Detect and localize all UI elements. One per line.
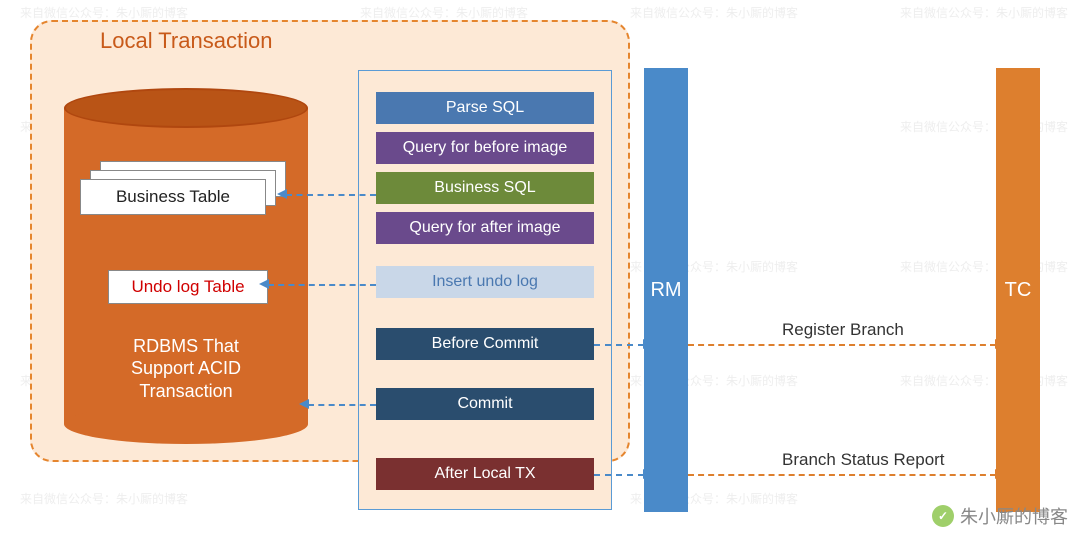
business-table-sheet: Business Table xyxy=(80,179,266,215)
arrow-label: Branch Status Report xyxy=(782,450,945,470)
arrow-label: Register Branch xyxy=(782,320,904,340)
step-before_commit: Before Commit xyxy=(376,328,594,360)
watermark-text: 来自微信公众号：朱小厮的博客 xyxy=(900,4,1068,21)
step-business_sql: Business SQL xyxy=(376,172,594,204)
arrow xyxy=(688,474,996,476)
watermark-text: 来自微信公众号：朱小厮的博客 xyxy=(20,4,188,21)
arrow xyxy=(594,344,644,346)
step-after_local: After Local TX xyxy=(376,458,594,490)
rdbms-caption: RDBMS ThatSupport ACIDTransaction xyxy=(64,335,308,403)
watermark-text: 来自微信公众号：朱小厮的博客 xyxy=(360,4,528,21)
arrow xyxy=(286,194,376,196)
rm-bar: RM xyxy=(644,68,688,512)
step-after_image: Query for after image xyxy=(376,212,594,244)
arrow xyxy=(688,344,996,346)
watermark-text: 来自微信公众号：朱小厮的博客 xyxy=(900,258,1068,275)
step-commit: Commit xyxy=(376,388,594,420)
watermark-text: 来自微信公众号：朱小厮的博客 xyxy=(900,118,1068,135)
rdbms-cylinder: RDBMS ThatSupport ACIDTransaction xyxy=(64,88,308,444)
arrow xyxy=(594,474,644,476)
step-parse: Parse SQL xyxy=(376,92,594,124)
source-badge: ✓ 朱小厮的博客 xyxy=(932,503,1068,529)
tc-bar: TC xyxy=(996,68,1040,512)
undo-log-table: Undo log Table xyxy=(108,270,268,304)
local-transaction-title: Local Transaction xyxy=(100,28,272,54)
watermark-text: 来自微信公众号：朱小厮的博客 xyxy=(20,490,188,507)
step-insert_undo: Insert undo log xyxy=(376,266,594,298)
step-before_image: Query for before image xyxy=(376,132,594,164)
watermark-text: 来自微信公众号：朱小厮的博客 xyxy=(630,4,798,21)
watermark-text: 来自微信公众号：朱小厮的博客 xyxy=(900,372,1068,389)
arrow xyxy=(268,284,376,286)
arrow xyxy=(308,404,376,406)
wechat-icon: ✓ xyxy=(932,505,954,527)
